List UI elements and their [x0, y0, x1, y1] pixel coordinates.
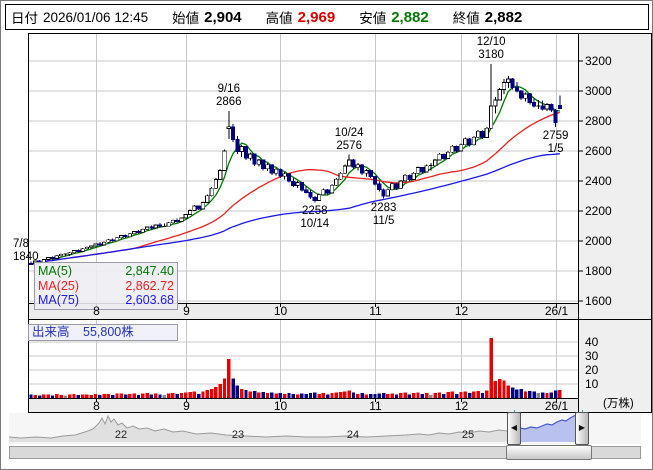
price-axis-gutter — [578, 33, 652, 303]
date-label: 日付 — [11, 11, 38, 26]
low-label: 安値 — [359, 11, 387, 26]
volume-axis-gutter — [578, 303, 652, 413]
open-label: 始値 — [172, 11, 200, 26]
ma5-value: 2,847.40 — [125, 264, 174, 278]
price-tick-label: 2000 — [585, 234, 612, 248]
volume-month-label: 12 — [454, 399, 469, 413]
date-value: 2026/01/06 12:45 — [43, 9, 149, 25]
navigator[interactable] — [9, 413, 641, 444]
scrollbar-track[interactable] — [9, 446, 641, 459]
volume-tick-label: 10 — [585, 377, 599, 391]
volume-tick-label: 20 — [585, 363, 599, 377]
panel-divider — [28, 319, 652, 320]
low-value: 2,882 — [391, 8, 429, 26]
navigator-year-label: 25 — [461, 429, 475, 441]
volume-month-label: 8 — [93, 399, 100, 413]
chart-annotation: 2759 1/5 — [542, 130, 569, 156]
chart-annotation: 10/24 2576 — [334, 126, 364, 152]
chart-annotation: 2283 11/5 — [370, 201, 397, 227]
price-tick-label: 2200 — [585, 204, 612, 218]
ma75-label: MA(75) — [38, 293, 79, 307]
price-tick-label: 2400 — [585, 174, 612, 188]
price-tick-label: 2600 — [585, 144, 612, 158]
volume-month-label: 26/1 — [544, 399, 569, 413]
navigator-year-label: 23 — [231, 429, 245, 441]
price-tick-label: 1600 — [585, 294, 612, 308]
high-label: 高値 — [265, 11, 293, 26]
ma25-label: MA(25) — [38, 278, 79, 293]
price-tick-label: 3200 — [585, 54, 612, 68]
navigator-right-handle[interactable]: ▶ — [575, 412, 589, 445]
volume-month-axis-strip — [28, 398, 578, 413]
price-month-label: 11 — [369, 304, 382, 318]
volume-value: 55,800株 — [83, 325, 134, 339]
close-label: 終値 — [452, 11, 480, 26]
ma75-row: MA(75) 2,603.68 — [38, 293, 174, 308]
navigator-year-label: 24 — [346, 429, 360, 441]
price-month-label: 10 — [273, 304, 288, 318]
ma25-value: 2,862.72 — [125, 278, 174, 293]
ma5-row: MA(5) 2,847.40 — [38, 264, 174, 279]
volume-header: 出来高 55,800株 — [28, 324, 178, 341]
volume-tick-label: 30 — [585, 349, 599, 363]
ma-legend: MA(5) 2,847.40 MA(25) 2,862.72 MA(75) 2,… — [34, 262, 178, 310]
price-month-label: 12 — [454, 304, 469, 318]
volume-unit-label: (万株) — [603, 398, 634, 410]
volume-month-label: 10 — [273, 399, 288, 413]
chart-annotation: 2258 10/14 — [300, 205, 330, 231]
navigator-year-label: 22 — [114, 429, 128, 441]
chart-annotation: 7/8 1840 — [13, 238, 39, 263]
volume-tick-label: 40 — [585, 335, 599, 349]
volume-month-label: 9 — [183, 399, 190, 413]
close-value: 2,882 — [484, 8, 523, 26]
price-month-label: 8 — [93, 304, 100, 318]
chart-annotation: 9/16 2866 — [216, 83, 242, 109]
navigator-left-handle[interactable]: ◀ — [507, 412, 521, 445]
info-bar: 日付 2026/01/06 12:45 始値 2,904 高値 2,969 安値… — [5, 4, 649, 30]
left-arrow-icon: ◀ — [510, 423, 518, 432]
price-tick-label: 2800 — [585, 114, 612, 128]
high-value: 2,969 — [297, 8, 336, 26]
price-month-label: 9 — [183, 304, 190, 318]
chart-annotation: 12/10 3180 — [476, 36, 506, 61]
price-tick-label: 1800 — [585, 264, 612, 278]
ma5-label: MA(5) — [38, 264, 73, 278]
price-tick-label: 3000 — [585, 84, 612, 98]
open-value: 2,904 — [204, 8, 242, 26]
ma25-row: MA(25) 2,862.72 — [38, 279, 174, 294]
price-month-label: 26/1 — [544, 304, 569, 318]
scrollbar-thumb[interactable] — [506, 445, 592, 460]
ma75-value: 2,603.68 — [125, 293, 174, 307]
volume-month-label: 11 — [369, 399, 382, 413]
volume-label: 出来高 — [32, 325, 70, 339]
right-arrow-icon: ▶ — [578, 423, 586, 432]
